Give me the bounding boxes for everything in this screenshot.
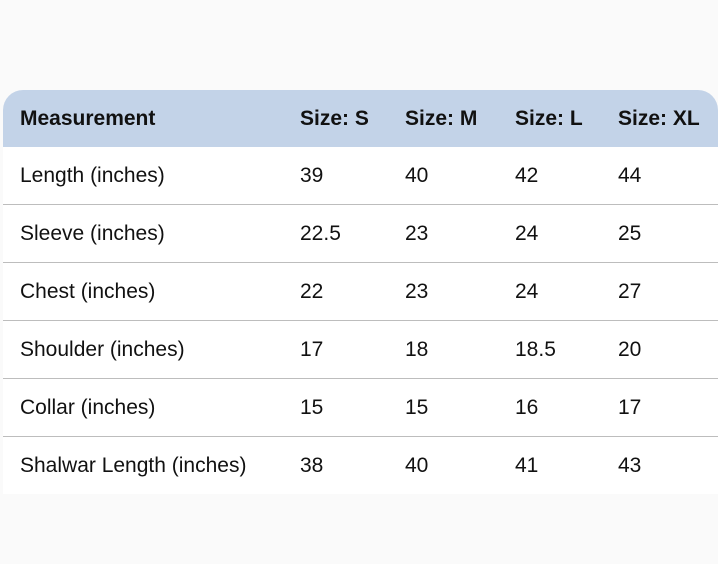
table-cell: Size: XL bbox=[618, 106, 700, 130]
row-label: Shoulder (inches) bbox=[20, 337, 185, 361]
table-cell: 43 bbox=[618, 453, 642, 477]
table-cell: 38 bbox=[300, 453, 324, 477]
table-cell: 15 bbox=[405, 395, 429, 419]
table-row: Chest (inches) 22 23 24 27 bbox=[3, 263, 718, 321]
row-label: Shalwar Length (inches) bbox=[20, 453, 247, 477]
row-label: Chest (inches) bbox=[20, 279, 156, 303]
table-row: Sleeve (inches) 22.5 23 24 25 bbox=[3, 205, 718, 263]
table-cell: 40 bbox=[405, 163, 429, 187]
table-cell: 15 bbox=[300, 395, 324, 419]
table-cell: 42 bbox=[515, 163, 539, 187]
table-row: Length (inches) 39 40 42 44 bbox=[3, 147, 718, 205]
table-cell: 23 bbox=[405, 279, 429, 303]
table-cell: 41 bbox=[515, 453, 539, 477]
row-label: Sleeve (inches) bbox=[20, 221, 165, 245]
table-cell: 18.5 bbox=[515, 337, 556, 361]
table-row: Shoulder (inches) 17 18 18.5 20 bbox=[3, 321, 718, 379]
table-cell: Size: M bbox=[405, 106, 478, 130]
table-cell: 25 bbox=[618, 221, 642, 245]
table-cell: 20 bbox=[618, 337, 642, 361]
table-row: Collar (inches) 15 15 16 17 bbox=[3, 379, 718, 437]
table-cell: 16 bbox=[515, 395, 539, 419]
table-cell: 39 bbox=[300, 163, 324, 187]
table-cell: 22 bbox=[300, 279, 324, 303]
table-cell: 22.5 bbox=[300, 221, 341, 245]
row-label: Length (inches) bbox=[20, 163, 165, 187]
table-cell: 17 bbox=[300, 337, 324, 361]
table-cell: 24 bbox=[515, 221, 539, 245]
size-chart-table: Measurement Size: S Size: M Size: L Size: XL… bbox=[3, 90, 718, 494]
table-cell: 40 bbox=[405, 453, 429, 477]
row-label: Collar (inches) bbox=[20, 395, 156, 419]
table-cell: 18 bbox=[405, 337, 429, 361]
table-cell: 17 bbox=[618, 395, 642, 419]
table-cell: 23 bbox=[405, 221, 429, 245]
table-header: Measurement Size: S Size: M Size: L Size: XL bbox=[3, 90, 718, 147]
table-row: Shalwar Length (inches) 38 40 41 43 bbox=[3, 437, 718, 494]
table-cell: 24 bbox=[515, 279, 539, 303]
table-cell: 44 bbox=[618, 163, 642, 187]
table-cell: Size: S bbox=[300, 106, 369, 130]
header-cell: Measurement bbox=[20, 106, 156, 130]
table-cell: Size: L bbox=[515, 106, 583, 130]
table-cell: 27 bbox=[618, 279, 642, 303]
